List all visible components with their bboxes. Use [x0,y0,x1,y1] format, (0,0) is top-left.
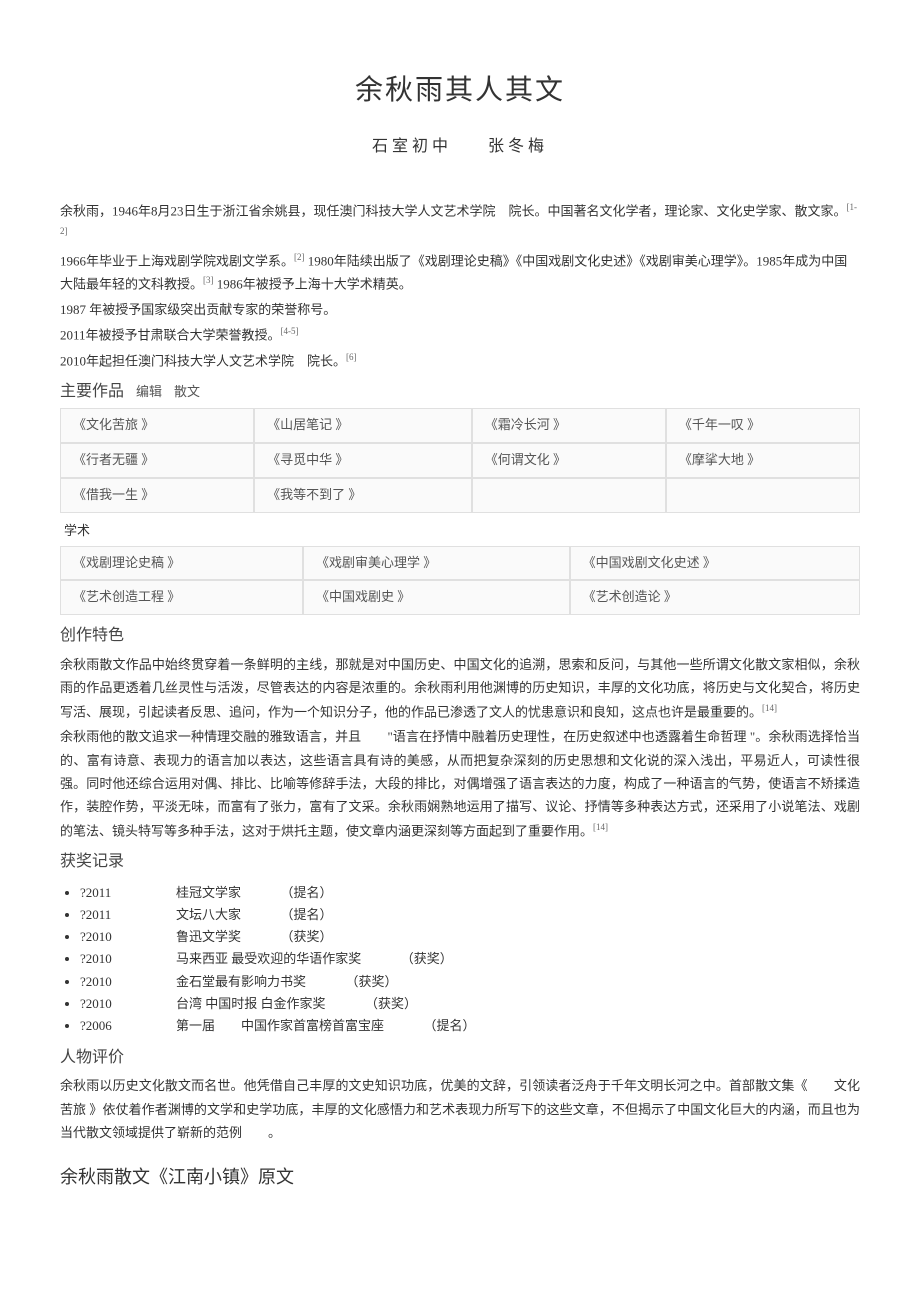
section-pingjia: 人物评价 [60,1045,860,1071]
sanwen-label: 散文 [174,384,200,399]
intro-line-5: 2010年起担任澳门科技大学人文艺术学院 院长。[6] [60,349,860,373]
table-cell: 《文化苦旅 》 [60,408,254,443]
table-cell: 《戏剧理论史稿 》 [60,546,303,581]
citation-ref: [3] [203,275,214,285]
works-header: 主要作品 [60,383,124,400]
intro-line-3: 1987 年被授予国家级突出贡献专家的荣誉称号。 [60,298,860,321]
section-works: 主要作品 编辑 散文 [60,379,860,405]
award-item: ?2010 台湾 中国时报 白金作家奖 （获奖） [80,993,860,1015]
citation-ref: [6] [346,352,357,362]
section-chuangzuo: 创作特色 [60,623,860,649]
award-item: ?2011 桂冠文学家 （提名） [80,882,860,904]
table-cell: 《霜冷长河 》 [472,408,666,443]
table-cell: 《山居笔记 》 [254,408,472,443]
pingjia-para: 余秋雨以历史文化散文而名世。他凭借自己丰厚的文史知识功底，优美的文辞，引领读者泛… [60,1074,860,1144]
table-cell: 《借我一生 》 [60,478,254,513]
table-cell: 《中国戏剧文化史述 》 [570,546,860,581]
article-subtitle: 余秋雨散文《江南小镇》原文 [60,1163,860,1192]
xueshu-label: 学术 [64,521,860,542]
table-cell: 《我等不到了 》 [254,478,472,513]
sanwen-table: 《文化苦旅 》《山居笔记 》《霜冷长河 》《千年一叹 》《行者无疆 》《寻觅中华… [60,408,860,512]
award-item: ?2010 金石堂最有影响力书奖 （获奖） [80,971,860,993]
award-item: ?2010 马来西亚 最受欢迎的华语作家奖 （获奖） [80,948,860,970]
xueshu-table: 《戏剧理论史稿 》《戏剧审美心理学 》《中国戏剧文化史述 》《艺术创造工程 》《… [60,546,860,616]
table-cell: 《中国戏剧史 》 [303,580,570,615]
intro-line-4: 2011年被授予甘肃联合大学荣誉教授。[4-5] [60,323,860,347]
page-title: 余秋雨其人其文 [60,69,860,114]
section-awards: 获奖记录 [60,849,860,875]
subtitle-author: 张冬梅 [488,138,548,155]
table-cell: 《何谓文化 》 [472,443,666,478]
citation-ref: [2] [294,252,305,262]
award-item: ?2006 第一届 中国作家首富榜首富宝座 （提名） [80,1015,860,1037]
table-cell [472,478,666,513]
awards-list: ?2011 桂冠文学家 （提名）?2011 文坛八大家 （提名）?2010 鲁迅… [80,882,860,1037]
chuangzuo-para-2: 余秋雨他的散文追求一种情理交融的雅致语言，并且 "语言在抒情中融着历史理性，在历… [60,725,860,842]
table-cell: 《艺术创造论 》 [570,580,860,615]
subtitle-school: 石室初中 [372,138,452,155]
intro-line-2: 1966年毕业于上海戏剧学院戏剧文学系。[2] 1980年陆续出版了《戏剧理论史… [60,249,860,296]
page-subtitle: 石室初中 张冬梅 [60,134,860,160]
table-cell: 《千年一叹 》 [666,408,860,443]
table-cell: 《艺术创造工程 》 [60,580,303,615]
table-cell: 《行者无疆 》 [60,443,254,478]
citation-ref: [14] [762,703,777,713]
award-item: ?2010 鲁迅文学奖 （获奖） [80,926,860,948]
table-cell [666,478,860,513]
table-cell: 《戏剧审美心理学 》 [303,546,570,581]
chuangzuo-para-1: 余秋雨散文作品中始终贯穿着一条鲜明的主线，那就是对中国历史、中国文化的追溯，思索… [60,653,860,724]
citation-ref: [4-5] [281,326,299,336]
table-cell: 《寻觅中华 》 [254,443,472,478]
award-item: ?2011 文坛八大家 （提名） [80,904,860,926]
table-cell: 《摩挲大地 》 [666,443,860,478]
citation-ref: [14] [593,822,608,832]
intro-line-1: 余秋雨，1946年8月23日生于浙江省余姚县，现任澳门科技大学人文艺术学院 院长… [60,199,860,246]
edit-label[interactable]: 编辑 [136,384,162,399]
